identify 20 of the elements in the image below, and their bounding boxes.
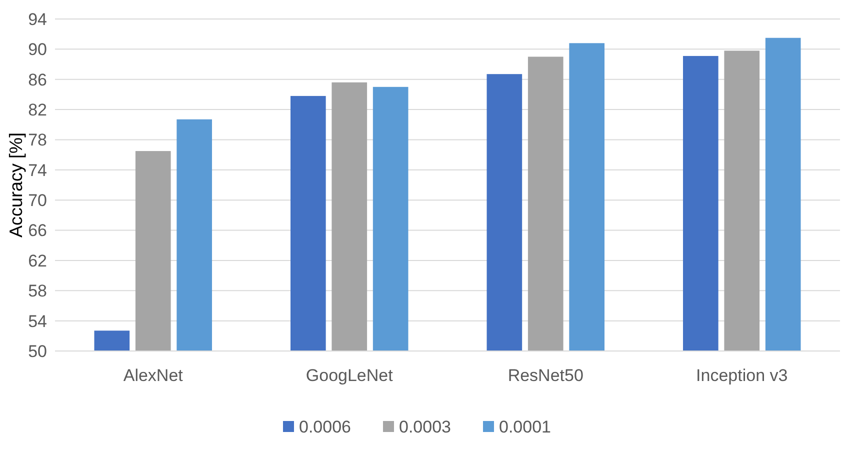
y-tick-label: 62 [28,251,47,270]
legend-label: 0.0003 [399,417,451,436]
y-tick-label: 54 [28,312,47,331]
y-axis-title: Accuracy [%] [6,132,26,238]
x-tick-label: Inception v3 [696,366,788,385]
x-tick-label: AlexNet [123,366,184,385]
y-tick-label: 86 [28,70,47,90]
legend-label: 0.0006 [299,417,351,436]
x-tick-label: ResNet50 [508,366,584,385]
y-tick-label: 70 [28,191,47,210]
y-tick-label: 94 [28,10,47,29]
x-tick-label: GoogLeNet [306,366,394,385]
y-tick-label: 58 [28,282,47,301]
y-tick-label: 66 [28,221,47,240]
y-tick-label: 50 [28,342,47,361]
y-tick-label: 78 [28,130,47,150]
y-tick-label: 90 [28,40,47,60]
legend-label: 0.0001 [499,417,551,436]
y-tick-label: 74 [28,160,47,180]
y-tick-label: 82 [28,100,47,120]
